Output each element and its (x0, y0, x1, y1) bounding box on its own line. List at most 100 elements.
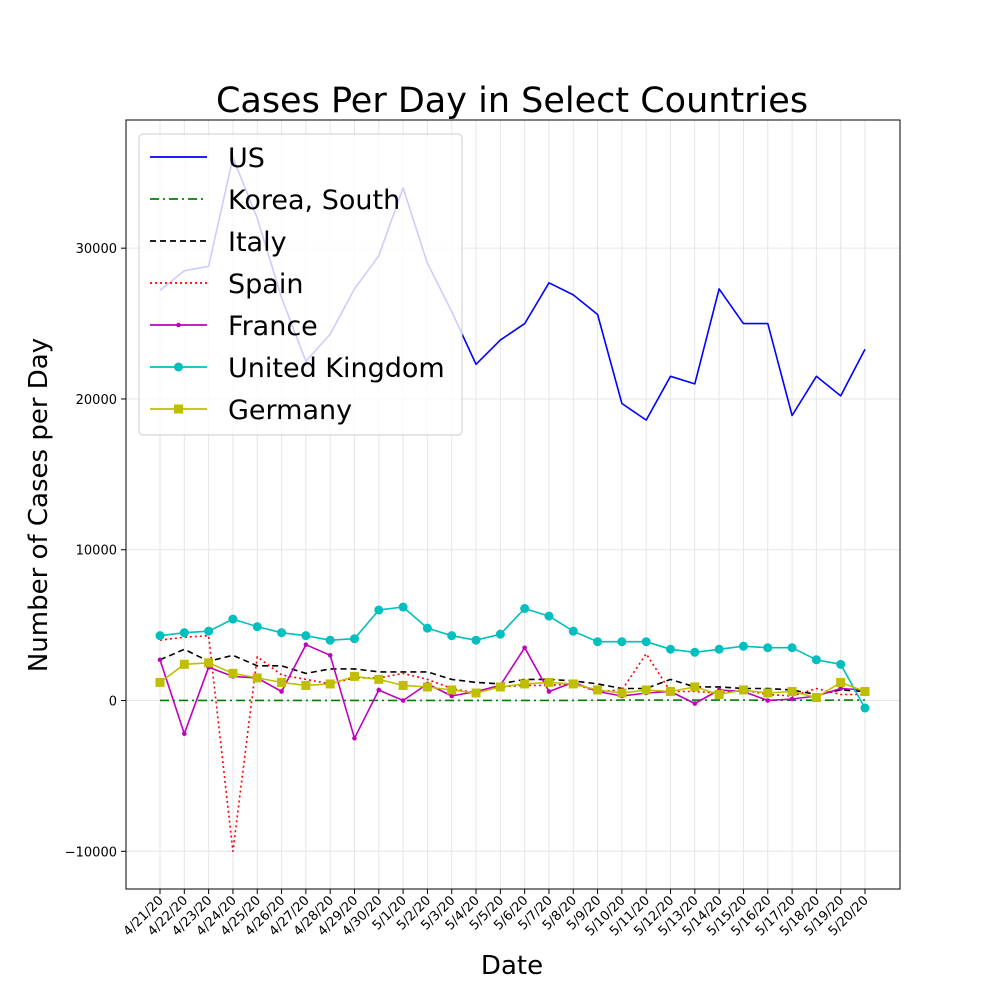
data-point (449, 693, 455, 699)
data-point (179, 628, 189, 638)
data-point (204, 658, 214, 668)
legend: US Korea, South Italy Spain France United Kin… (138, 133, 463, 436)
data-point (811, 655, 821, 665)
data-point (544, 677, 554, 687)
data-point (765, 698, 771, 703)
y-tick-label: 30000 (76, 242, 117, 257)
data-point (325, 679, 335, 689)
data-point (690, 682, 700, 692)
data-point (400, 698, 406, 703)
legend-entry-spain: Spain (150, 269, 303, 300)
data-point (279, 689, 284, 694)
legend-marker (174, 404, 183, 414)
legend-label: France (228, 311, 318, 342)
data-point (836, 659, 846, 669)
data-point (398, 680, 408, 690)
x-axis-label: Date (481, 951, 543, 981)
data-point (374, 605, 384, 615)
data-point (303, 642, 309, 648)
data-point (252, 622, 262, 632)
legend-entry-italy: Italy (150, 227, 287, 258)
data-point (522, 645, 527, 651)
data-point (738, 685, 748, 695)
data-point (495, 629, 505, 639)
legend-box (138, 133, 463, 436)
data-point (860, 686, 870, 696)
legend-marker (174, 362, 183, 372)
legend-label: Korea, South (228, 185, 400, 216)
data-point (422, 623, 432, 633)
legend-entry-france: France (150, 311, 318, 342)
data-point (811, 693, 821, 703)
y-tick-label: 10000 (76, 544, 117, 559)
data-point (179, 659, 189, 669)
series-germany (155, 658, 870, 703)
data-point (666, 686, 676, 696)
legend-entry-korea-south: Korea, South (150, 185, 400, 216)
data-point (787, 686, 797, 696)
data-point (714, 644, 724, 654)
data-point (228, 668, 238, 678)
data-point (546, 689, 552, 694)
legend-entry-germany: Germany (150, 395, 352, 426)
data-point (301, 680, 311, 690)
data-point (690, 647, 700, 657)
data-point (666, 644, 676, 654)
y-axis: −10000 0 10000 20000 30000 (65, 242, 126, 860)
legend-label: US (228, 143, 265, 174)
chart-title: Cases Per Day in Select Countries (216, 81, 808, 121)
data-point (617, 637, 627, 647)
legend-entry-united-kingdom: United Kingdom (150, 353, 445, 384)
data-point (349, 634, 359, 644)
data-point (252, 673, 262, 683)
plot-frame (125, 119, 901, 890)
legend-label: Spain (228, 269, 303, 300)
data-point (325, 635, 335, 645)
data-point (157, 657, 163, 663)
legend-entry-us: US (150, 143, 265, 174)
data-point (495, 682, 505, 692)
data-point (374, 674, 384, 684)
data-point (352, 735, 357, 741)
data-point (544, 611, 554, 621)
data-point (447, 631, 457, 641)
data-point (471, 688, 481, 698)
y-tick-label: −10000 (65, 845, 117, 860)
data-point (836, 677, 846, 687)
data-point (593, 637, 603, 647)
data-point (349, 671, 359, 681)
data-point (838, 686, 843, 691)
data-point (277, 677, 287, 687)
data-point (692, 701, 698, 706)
data-point (204, 626, 214, 636)
y-axis-label: Number of Cases per Day (24, 338, 54, 672)
data-point (860, 703, 870, 713)
data-point (520, 679, 530, 689)
legend-marker (176, 322, 181, 328)
data-point (763, 643, 773, 653)
data-point (155, 677, 165, 687)
data-point (738, 641, 748, 651)
data-point (568, 679, 578, 689)
data-point (182, 731, 187, 736)
data-point (617, 688, 627, 698)
data-point (447, 685, 457, 695)
data-point (641, 685, 651, 695)
data-point (787, 643, 797, 653)
data-point (398, 602, 408, 612)
series-united-kingdom (155, 602, 870, 713)
data-point (422, 682, 432, 692)
data-point (471, 635, 481, 645)
data-point (568, 626, 578, 636)
data-point (520, 604, 530, 614)
data-point (789, 696, 795, 702)
data-point (277, 628, 287, 638)
data-point (228, 614, 238, 624)
data-point (155, 631, 165, 641)
data-point (301, 631, 311, 641)
y-tick-label: 0 (109, 695, 117, 710)
data-point (593, 685, 603, 695)
data-point (376, 687, 382, 693)
legend-label: Italy (228, 227, 287, 258)
legend-label: Germany (228, 395, 352, 426)
